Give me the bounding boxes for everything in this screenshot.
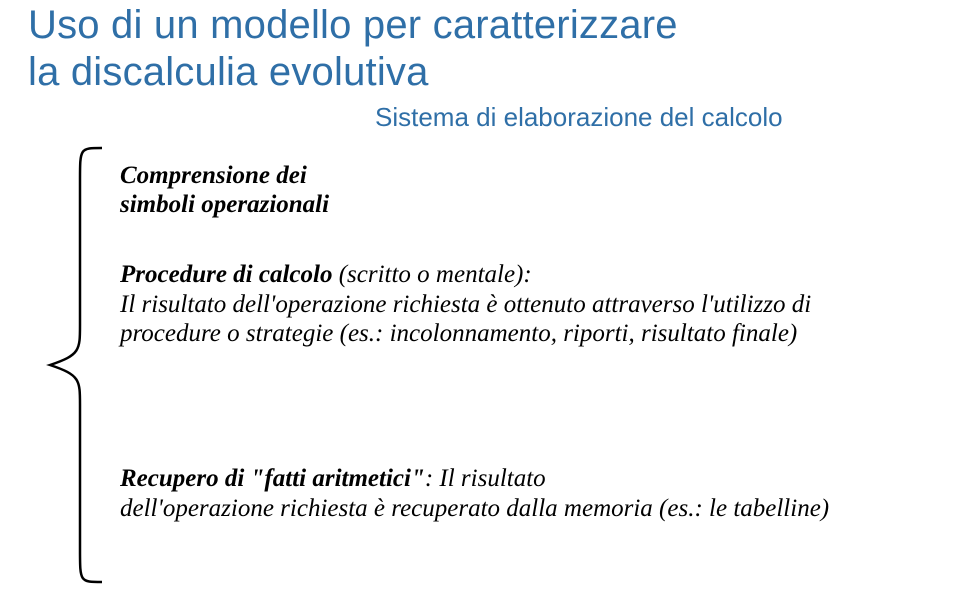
- recovery-lead2: ": [411, 465, 425, 492]
- slide-title: Uso di un modello per caratterizzare la …: [28, 2, 678, 96]
- section-recovery: Recupero di "fatti aritmetici": Il risul…: [120, 464, 860, 523]
- recovery-strong: fatti aritmetici: [264, 465, 411, 492]
- recovery-body: : Il risultato: [425, 465, 546, 492]
- procedure-lead: Procedure di calcolo: [120, 261, 332, 288]
- curly-bracket: [30, 140, 110, 590]
- comprehension-line-2: simboli operazionali: [120, 191, 329, 218]
- recovery-body2: dell'operazione richiesta è recuperato d…: [120, 495, 829, 522]
- bracket-path: [50, 148, 102, 582]
- recovery-lead: Recupero di ": [120, 465, 264, 492]
- slide-subtitle: Sistema di elaborazione del calcolo: [375, 102, 783, 133]
- title-line-1: Uso di un modello per caratterizzare: [28, 3, 678, 47]
- section-procedure: Procedure di calcolo (scritto o mentale)…: [120, 260, 860, 349]
- procedure-body2: Il risultato dell'operazione richiesta è…: [120, 291, 811, 348]
- title-line-2: la discalculia evolutiva: [28, 50, 429, 94]
- comprehension-line-1: Comprensione dei: [120, 162, 307, 189]
- subtitle-text: Sistema di elaborazione del calcolo: [375, 102, 783, 132]
- procedure-body1: (scritto o mentale):: [332, 261, 531, 288]
- section-comprehension: Comprensione dei simboli operazionali: [120, 162, 329, 220]
